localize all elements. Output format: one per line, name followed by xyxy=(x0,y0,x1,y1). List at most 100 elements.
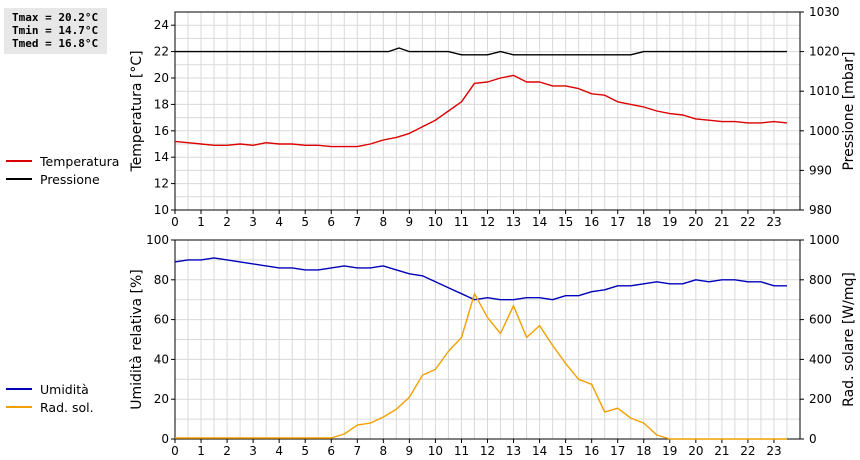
legend-label-rad-sol: Rad. sol. xyxy=(40,399,94,415)
x-tick-label: 10 xyxy=(428,215,443,229)
x-tick-label: 10 xyxy=(428,444,443,458)
y2-tick-label: 1000 xyxy=(809,233,840,247)
x-tick-label: 7 xyxy=(353,215,361,229)
x-tick-label: 1 xyxy=(197,444,205,458)
series-umidita xyxy=(174,257,787,301)
x-tick-label: 17 xyxy=(610,444,625,458)
x-tick-label: 7 xyxy=(353,444,361,458)
chart-humidity-radiation: 0 1 2 3 4 5 6 7 8 9 10 11 12 13 14 15 16 17 18 19 20 21 22 2302… xyxy=(129,233,857,458)
y-tick-label: 20 xyxy=(154,392,169,406)
x-tick-label: 6 xyxy=(327,444,335,458)
x-tick-label: 9 xyxy=(406,215,414,229)
x-tick-label: 12 xyxy=(480,215,495,229)
y2-axis-label: Rad. solare [W/mq] xyxy=(841,272,857,407)
x-tick-label: 16 xyxy=(584,444,599,458)
x-tick-label: 13 xyxy=(506,215,521,229)
x-tick-label: 19 xyxy=(662,215,677,229)
y-tick-label: 0 xyxy=(161,432,169,446)
series-temperatura xyxy=(174,74,788,148)
x-tick-label: 9 xyxy=(406,444,414,458)
x-tick-label: 14 xyxy=(532,444,547,458)
series-pressione xyxy=(175,47,787,56)
x-tick-label: 17 xyxy=(610,215,625,229)
x-tick-label: 18 xyxy=(636,215,651,229)
x-tick-label: 15 xyxy=(558,215,573,229)
stat-tmed: Tmed = 16.8°C xyxy=(12,37,99,50)
y-tick-label: 12 xyxy=(154,177,169,191)
y2-tick-label: 400 xyxy=(809,352,832,366)
chart-temperature-pressure: 0 1 2 3 4 5 6 7 8 9 10 11 12 13 14 15 16 17 18 19 20 21 22 2310… xyxy=(129,5,857,229)
y-axis-label: Umidità relativa [%] xyxy=(129,269,145,410)
legend-item-umidita: Umidità xyxy=(6,380,94,398)
y-tick-label: 20 xyxy=(154,71,169,85)
x-tick-label: 19 xyxy=(662,444,677,458)
y2-tick-label: 800 xyxy=(809,273,832,287)
x-tick-label: 1 xyxy=(197,215,205,229)
x-tick-label: 8 xyxy=(380,444,388,458)
legend-label-umidita: Umidità xyxy=(40,381,89,397)
y-tick-label: 100 xyxy=(146,233,169,247)
legend-swatch-umidita xyxy=(6,388,32,390)
x-tick-label: 8 xyxy=(380,215,388,229)
x-tick-label: 5 xyxy=(301,444,309,458)
legend-humidity-radiation: Umidità Rad. sol. xyxy=(6,380,94,416)
series-rad-sol xyxy=(175,293,787,440)
y2-tick-label: 990 xyxy=(809,163,832,177)
x-tick-label: 21 xyxy=(714,444,729,458)
x-tick-label: 6 xyxy=(327,215,335,229)
y-tick-label: 40 xyxy=(154,352,169,366)
y2-tick-label: 980 xyxy=(809,203,832,217)
y2-tick-label: 1030 xyxy=(809,5,840,19)
y2-tick-label: 200 xyxy=(809,392,832,406)
y2-axis-label: Pressione [mbar] xyxy=(841,51,857,170)
y-tick-label: 14 xyxy=(154,150,169,164)
x-tick-label: 11 xyxy=(454,444,469,458)
y-tick-label: 16 xyxy=(154,124,169,138)
stat-tmin: Tmin = 14.7°C xyxy=(12,24,99,37)
legend-label-pressione: Pressione xyxy=(40,171,100,187)
y-axis-label: Temperatura [°C] xyxy=(129,50,145,172)
legend-swatch-rad-sol xyxy=(6,406,32,408)
legend-label-temperatura: Temperatura xyxy=(40,153,120,169)
x-tick-label: 20 xyxy=(688,215,703,229)
x-tick-label: 23 xyxy=(766,215,781,229)
x-tick-label: 11 xyxy=(454,215,469,229)
x-tick-label: 0 xyxy=(171,444,179,458)
y2-tick-label: 1000 xyxy=(809,124,840,138)
legend-item-rad-sol: Rad. sol. xyxy=(6,398,94,416)
x-tick-label: 2 xyxy=(223,215,231,229)
x-tick-label: 16 xyxy=(584,215,599,229)
y-tick-label: 22 xyxy=(154,45,169,59)
stat-tmax: Tmax = 20.2°C xyxy=(12,11,99,24)
y-tick-label: 24 xyxy=(154,18,169,32)
x-tick-label: 2 xyxy=(223,444,231,458)
x-tick-label: 4 xyxy=(275,215,283,229)
legend-temperature-pressure: Temperatura Pressione xyxy=(6,152,119,188)
x-tick-label: 22 xyxy=(740,215,755,229)
y-tick-label: 10 xyxy=(154,203,169,217)
x-tick-label: 3 xyxy=(249,215,257,229)
y2-tick-label: 1010 xyxy=(809,84,840,98)
y-tick-label: 60 xyxy=(154,313,169,327)
legend-item-temperatura: Temperatura xyxy=(6,152,119,170)
legend-swatch-pressione xyxy=(6,178,32,180)
x-tick-label: 20 xyxy=(688,444,703,458)
x-tick-label: 13 xyxy=(506,444,521,458)
legend-swatch-temperatura xyxy=(6,160,32,162)
grid xyxy=(174,11,801,211)
x-tick-label: 5 xyxy=(301,215,309,229)
grid xyxy=(174,239,801,440)
x-tick-label: 4 xyxy=(275,444,283,458)
x-tick-label: 12 xyxy=(480,444,495,458)
y2-tick-label: 1020 xyxy=(809,45,840,59)
y2-tick-label: 0 xyxy=(809,432,817,446)
x-tick-label: 0 xyxy=(171,215,179,229)
x-tick-label: 14 xyxy=(532,215,547,229)
y2-tick-label: 600 xyxy=(809,313,832,327)
x-tick-label: 22 xyxy=(740,444,755,458)
x-tick-label: 3 xyxy=(249,444,257,458)
legend-item-pressione: Pressione xyxy=(6,170,119,188)
x-tick-label: 23 xyxy=(766,444,781,458)
x-tick-label: 15 xyxy=(558,444,573,458)
